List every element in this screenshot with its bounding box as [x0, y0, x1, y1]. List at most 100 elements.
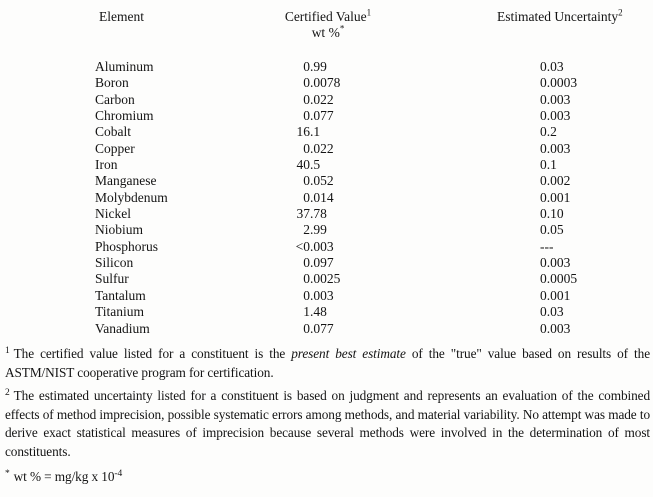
certified-value-fraction-part: .003 [310, 238, 334, 254]
certified-value-fraction-part: .003 [310, 287, 334, 303]
unit-footnote: * wt % = mg/kg x 10-4 [5, 468, 650, 487]
uncertainty-cell: 0.0003 [540, 75, 578, 91]
certified-value-fraction-part: .99 [310, 222, 327, 238]
element-name-cell: Aluminum [95, 59, 154, 74]
footnote-1-text-post: of the "true" value based on results of … [5, 346, 650, 380]
footnote-2: 2 The estimated uncertainty listed for a … [5, 387, 650, 461]
certified-value-integer-part: 0 [303, 189, 310, 205]
uncertainty-column-header: Estimated Uncertainty2 [497, 8, 623, 25]
table-row: Niobium 2.99 0.05 [0, 222, 653, 238]
uncertainty-cell: 0.05 [540, 222, 564, 238]
table-row: Cobalt 16.1 0.2 [0, 124, 653, 140]
certified-value-column-header: Certified Value1 wt %* [240, 7, 416, 41]
certified-value-integer-part: 0 [303, 320, 310, 336]
certified-value-unit-marker: * [339, 23, 345, 34]
certified-value-fraction-part: .48 [310, 304, 327, 320]
footnote-1-text-italic: present best estimate [291, 346, 406, 361]
uncertainty-cell: 0.003 [540, 91, 571, 107]
certified-value-integer-part: 0 [303, 75, 310, 91]
footnote-1-marker: 1 [5, 345, 10, 356]
table-row: Titanium 1.48 0.03 [0, 304, 653, 320]
table-row: Molybdenum 0.014 0.001 [0, 190, 653, 206]
certified-value-integer-part: 0 [303, 173, 310, 189]
table-row: Manganese 0.052 0.002 [0, 173, 653, 189]
table-row: Tantalum 0.003 0.001 [0, 288, 653, 304]
certified-value-cell: 2.99 [288, 222, 327, 238]
certified-value-fraction-part: .077 [310, 320, 334, 336]
element-name-cell: Sulfur [95, 271, 129, 287]
certified-value-integer-part: <0 [295, 238, 310, 254]
certified-value-cell: 0.052 [288, 173, 334, 189]
certified-value-cell: <0.003 [288, 239, 334, 255]
uncertainty-cell: 0.003 [540, 255, 571, 271]
certified-value-fraction-part: .022 [310, 91, 334, 107]
element-name-cell: Cobalt [95, 124, 131, 140]
certified-value-fraction-part: .1 [310, 124, 321, 140]
uncertainty-cell: 0.03 [540, 59, 564, 74]
certified-value-cell: 1.48 [288, 304, 327, 320]
certified-value-fraction-part: .5 [310, 157, 321, 173]
certified-value-integer-part: 16 [296, 124, 311, 140]
certified-value-cell: 16.1 [288, 124, 321, 140]
certified-value-integer-part: 0 [303, 91, 310, 107]
footnote-1: 1 The certified value listed for a consti… [5, 345, 650, 382]
element-name-cell: Carbon [95, 91, 135, 107]
certified-value-cell: 0.022 [288, 91, 334, 108]
certified-value-cell: 0.014 [288, 189, 334, 206]
table-row: Vanadium 0.077 0.003 [0, 321, 653, 337]
footnote-2-text: The estimated uncertainty listed for a c… [5, 388, 650, 459]
certified-value-header-line1: Certified Value1 [240, 7, 416, 25]
element-name-cell: Titanium [95, 304, 145, 320]
certified-value-cell: 0.0078 [288, 75, 340, 91]
element-name-cell: Boron [95, 75, 129, 91]
element-name-cell: Manganese [95, 173, 157, 189]
certified-value-integer-part: 2 [303, 222, 310, 238]
certified-value-fraction-part: .014 [310, 189, 334, 205]
table-row: Phosphorus <0.003 --- [0, 239, 653, 255]
table-row: Nickel 37.78 0.10 [0, 206, 653, 222]
table-row: Carbon 0.022 0.003 [0, 92, 653, 108]
certified-value-fraction-part: .0025 [310, 271, 341, 287]
table-row: Chromium 0.077 0.003 [0, 108, 653, 124]
element-name-cell: Molybdenum [95, 189, 168, 205]
certified-value-fraction-part: .097 [310, 255, 334, 271]
certified-value-fraction-part: .077 [310, 108, 334, 124]
element-name-cell: Vanadium [95, 320, 150, 336]
certified-value-integer-part: 0 [303, 59, 310, 74]
element-name-cell: Nickel [95, 206, 131, 222]
element-name-cell: Phosphorus [95, 238, 159, 254]
certified-value-cell: 40.5 [288, 157, 321, 173]
element-column-header: Element [99, 9, 144, 24]
uncertainty-cell: 0.0005 [540, 271, 578, 287]
uncertainty-cell: 0.001 [540, 287, 571, 303]
certified-value-cell: 37.78 [288, 206, 327, 222]
certified-value-integer-part: 1 [303, 304, 310, 320]
certified-value-cell: 0.003 [288, 287, 334, 304]
table-body: Aluminum 0.99 0.03 Boron 0.0078 0.0003 Carbon 0… [0, 59, 653, 337]
certified-value-integer-part: 40 [296, 157, 311, 173]
certified-value-integer-part: 0 [303, 140, 310, 156]
table-row: Sulfur 0.0025 0.0005 [0, 271, 653, 287]
certified-value-integer-part: 0 [303, 255, 310, 271]
unit-footnote-marker: * [5, 468, 10, 479]
element-name-cell: Tantalum [95, 287, 146, 303]
unit-footnote-text: wt % = mg/kg x 10 [13, 469, 115, 484]
element-name-cell: Niobium [95, 222, 144, 238]
certified-value-integer-part: 0 [303, 108, 310, 124]
uncertainty-cell: 0.03 [540, 304, 564, 320]
certified-value-fraction-part: .052 [310, 173, 334, 189]
uncertainty-cell: 0.002 [540, 173, 571, 189]
uncertainty-cell: 0.003 [540, 140, 571, 156]
footnote-1-text-pre: The certified value listed for a constit… [13, 346, 292, 361]
element-name-cell: Chromium [95, 108, 154, 124]
certified-value-header-text: Certified Value [284, 9, 367, 24]
certified-value-integer-part: 0 [303, 271, 310, 287]
uncertainty-cell: --- [540, 238, 554, 254]
certified-value-unit-line: wt %* [240, 23, 416, 41]
certified-value-cell: 0.99 [288, 59, 327, 75]
certified-value-fraction-part: .0078 [310, 75, 341, 91]
certified-value-footnote-marker: 1 [366, 7, 372, 18]
element-name-cell: Iron [95, 157, 118, 173]
certified-value-fraction-part: .99 [310, 59, 327, 74]
table-row: Aluminum 0.99 0.03 [0, 59, 653, 75]
